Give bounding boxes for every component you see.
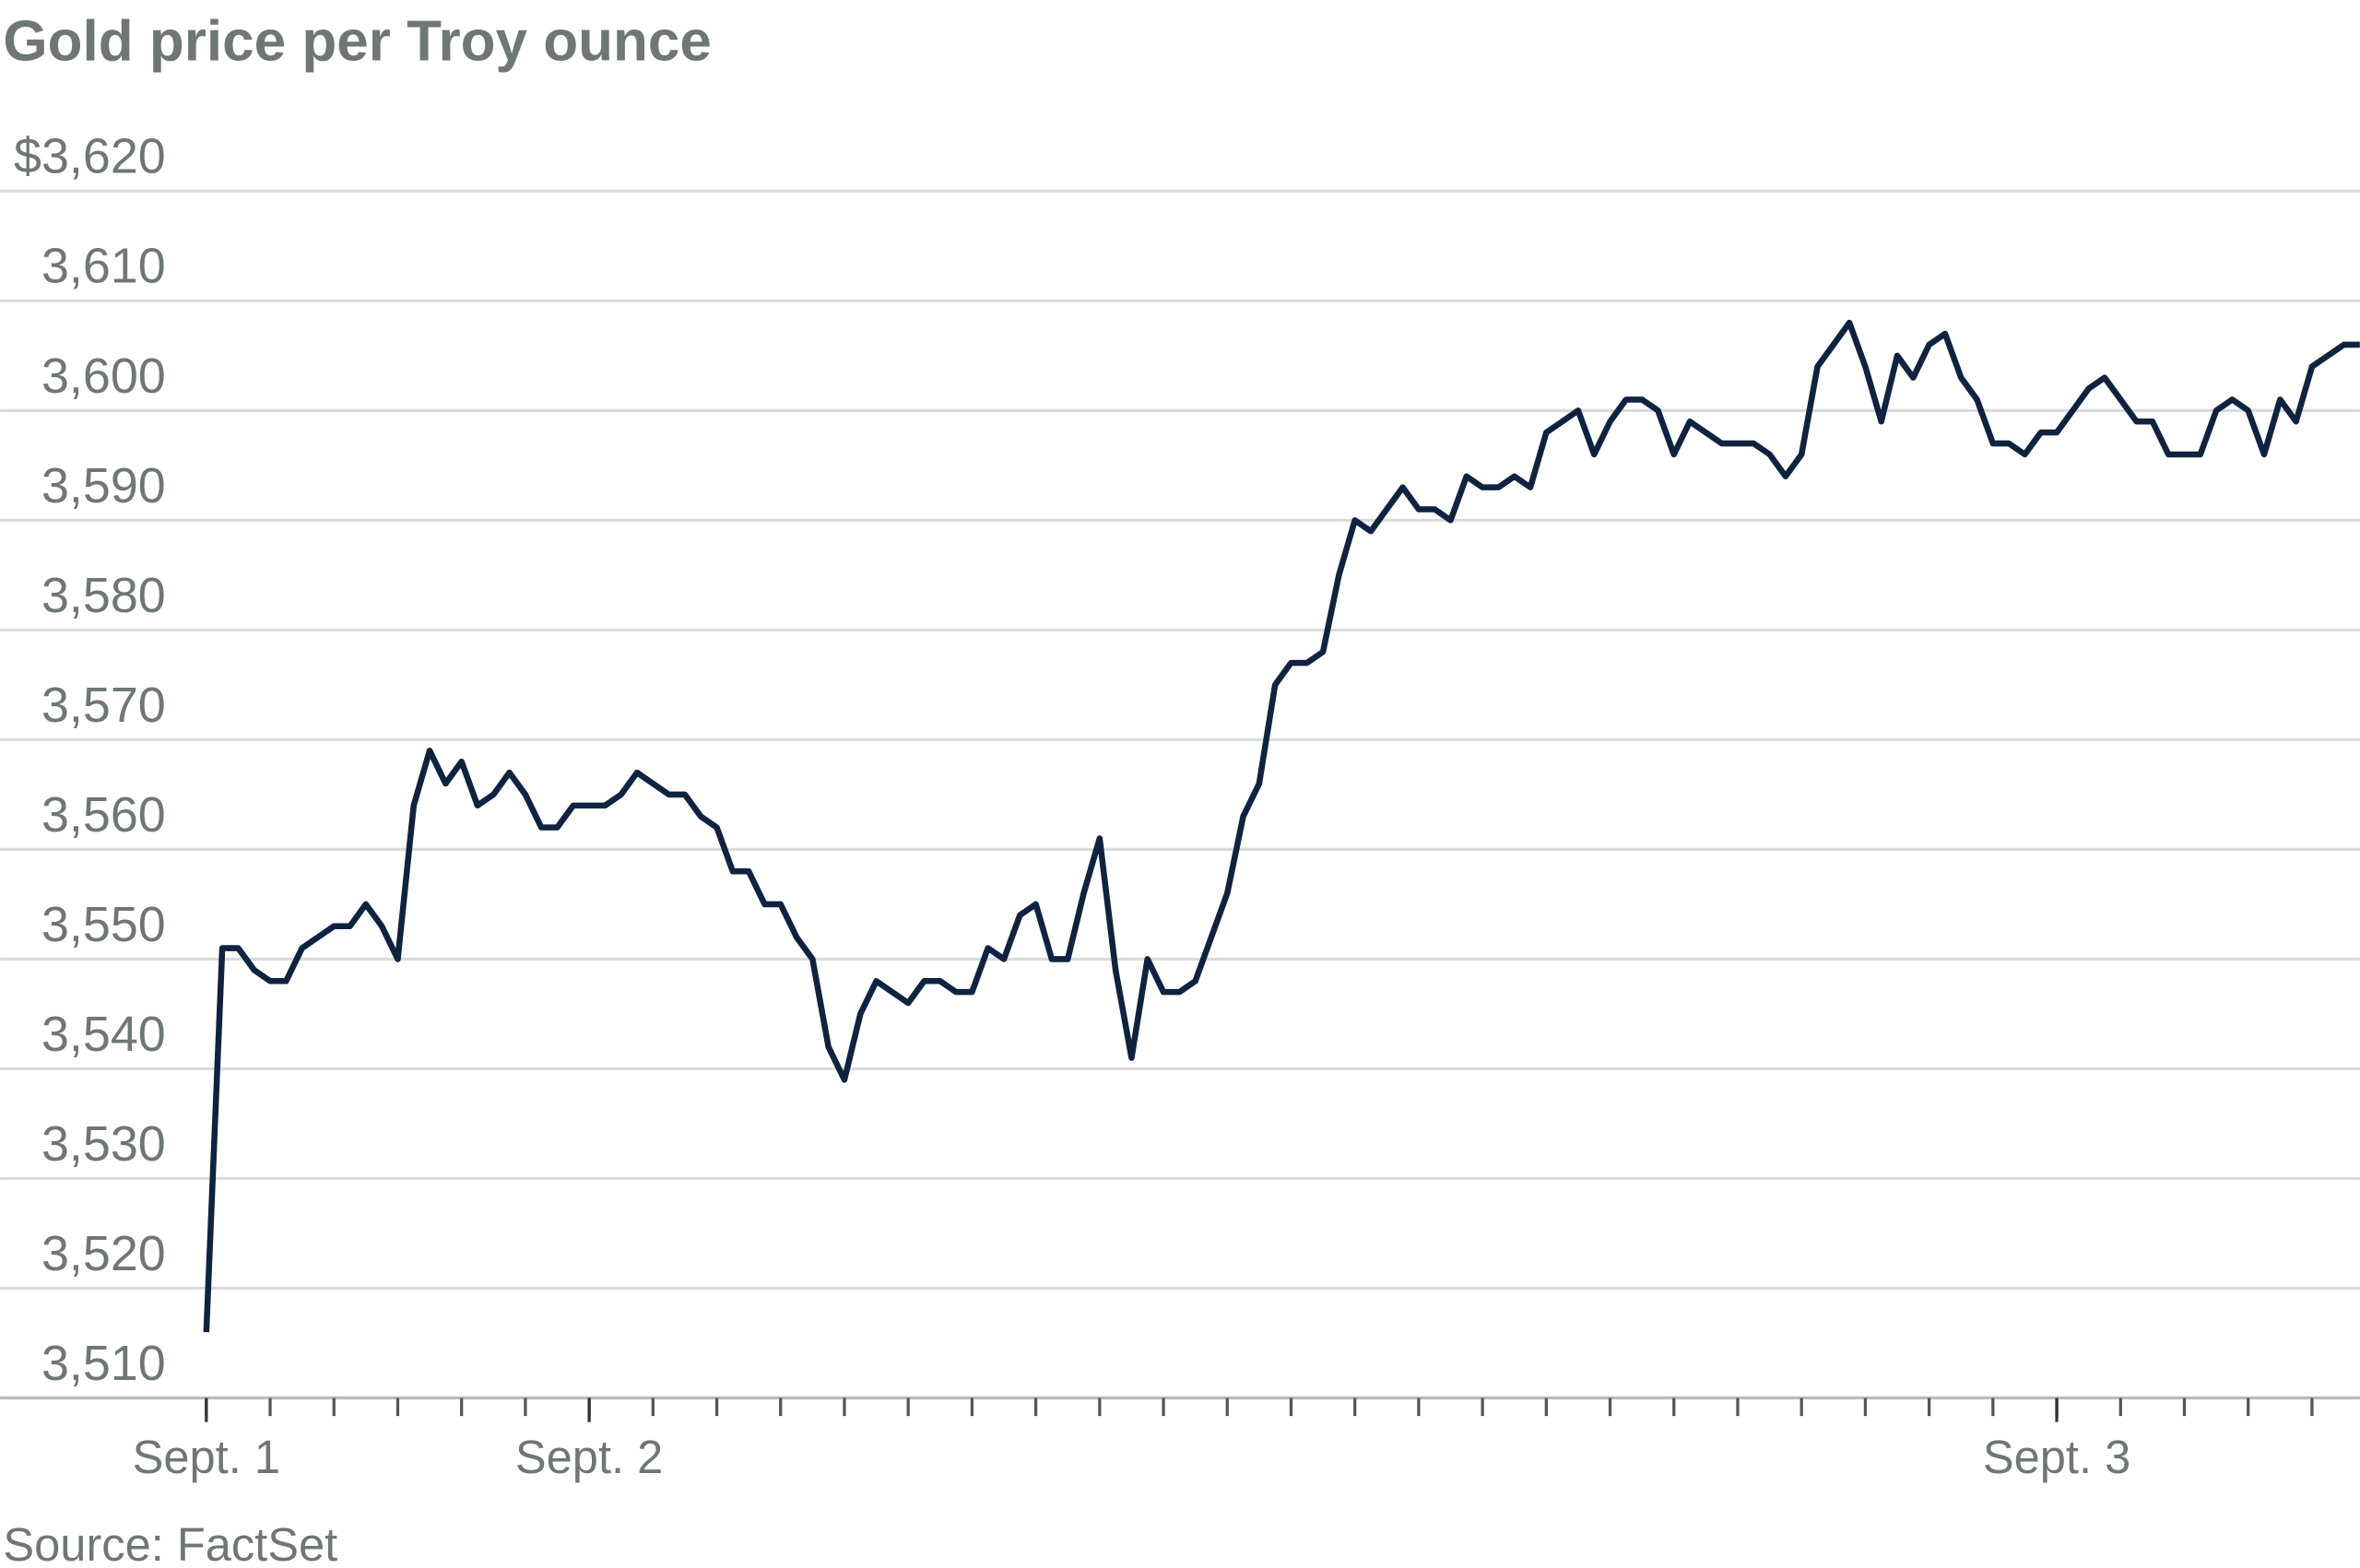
- y-tick-label: 3,600: [41, 348, 166, 404]
- y-tick-label: 3,550: [41, 897, 166, 952]
- y-tick-label: 3,610: [41, 239, 166, 294]
- source: Source: FactSet: [3, 1518, 337, 1568]
- x-tick-label: Sept. 3: [1983, 1431, 2130, 1483]
- x-tick-label: Sept. 2: [515, 1431, 663, 1483]
- y-tick-label: 3,580: [41, 568, 166, 623]
- chart-title: Gold price per Troy ounce: [3, 9, 711, 73]
- y-tick-label: 3,590: [41, 458, 166, 513]
- y-tick-label: 3,540: [41, 1007, 166, 1062]
- y-tick-label: 3,560: [41, 787, 166, 843]
- y-tick-label: 3,570: [41, 678, 166, 733]
- x-tick-label: Sept. 1: [133, 1431, 280, 1483]
- y-tick-label: 3,510: [41, 1336, 166, 1391]
- y-tick-label: $3,620: [14, 129, 166, 184]
- y-tick-label: 3,520: [41, 1226, 166, 1281]
- y-tick-label: 3,530: [41, 1116, 166, 1172]
- price-line: [203, 319, 2360, 1333]
